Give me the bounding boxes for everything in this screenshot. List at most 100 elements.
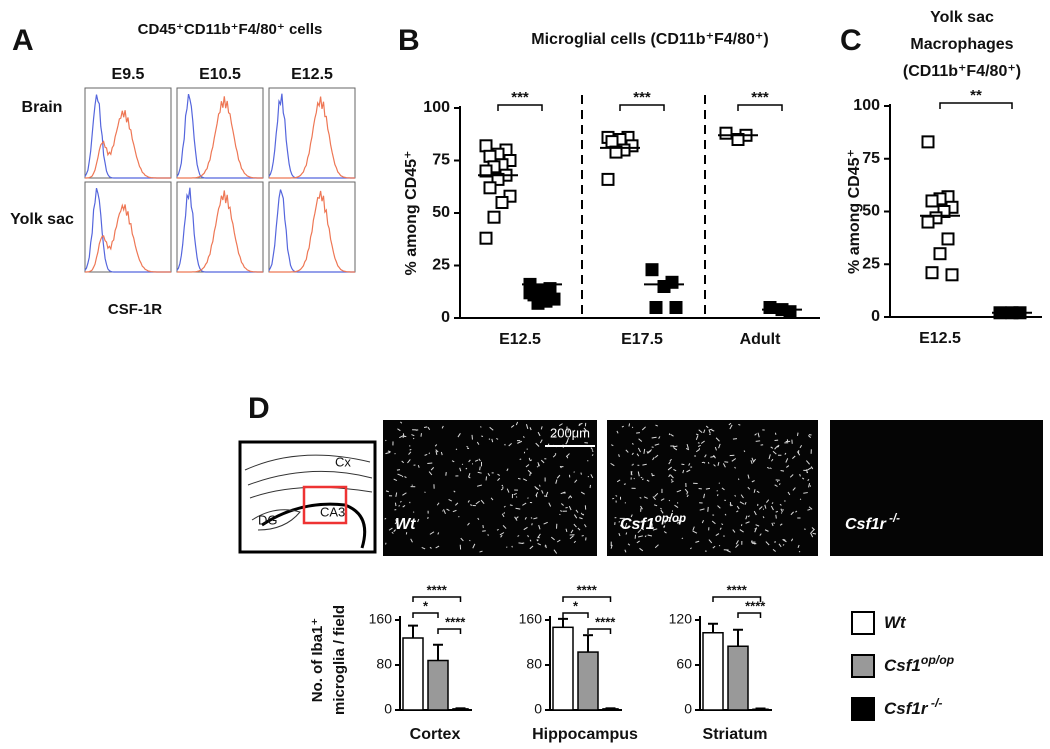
speckle xyxy=(668,517,671,523)
significance-bracket xyxy=(437,628,462,634)
panel-label: A xyxy=(12,24,34,57)
column-label: E10.5 xyxy=(199,66,241,83)
genotype-superscript: op/op xyxy=(655,513,686,525)
speckle xyxy=(807,508,811,511)
speckle xyxy=(421,547,426,550)
speckle xyxy=(394,520,398,525)
speckle xyxy=(668,474,671,478)
speckle xyxy=(429,531,435,535)
speckle xyxy=(539,439,543,444)
speckle xyxy=(712,545,716,549)
genotype-name: Wt xyxy=(884,613,907,632)
speckle xyxy=(647,450,651,454)
speckle xyxy=(641,478,644,481)
speckle xyxy=(673,468,677,472)
speckle xyxy=(780,512,783,514)
speckle xyxy=(740,494,744,499)
speckle xyxy=(385,439,387,442)
speckle xyxy=(796,432,799,436)
speckle xyxy=(752,458,757,463)
speckle xyxy=(673,447,678,451)
speckle xyxy=(529,545,534,550)
speckle xyxy=(477,471,482,474)
speckle xyxy=(618,520,620,523)
speckle xyxy=(703,461,706,464)
speckle xyxy=(496,528,499,531)
speckle xyxy=(662,525,666,528)
speckle xyxy=(525,424,529,430)
significance-bracket xyxy=(737,612,762,618)
speckle xyxy=(583,427,588,432)
speckle xyxy=(508,443,512,447)
significance-bracket xyxy=(562,596,612,602)
speckle xyxy=(529,427,532,431)
speckle xyxy=(701,520,704,524)
speckle xyxy=(692,526,695,531)
speckle xyxy=(775,510,779,513)
open-square xyxy=(925,266,939,280)
speckle xyxy=(410,538,413,543)
speckle xyxy=(417,518,420,523)
speckle xyxy=(469,504,473,506)
speckle xyxy=(684,488,689,493)
filled-square xyxy=(657,280,671,293)
genotype-label: Csf1r -/- xyxy=(884,696,942,718)
open-square xyxy=(479,164,493,178)
significance-label: *** xyxy=(511,89,529,106)
speckle xyxy=(785,458,789,463)
speckle xyxy=(692,530,698,534)
speckle xyxy=(618,454,620,457)
speckle xyxy=(412,437,415,440)
speckle xyxy=(552,454,557,458)
speckle xyxy=(708,539,713,544)
speckle xyxy=(652,496,656,500)
speckle xyxy=(518,542,524,544)
genotype-name: Csf1r xyxy=(845,516,887,533)
speckle xyxy=(774,446,777,450)
schematic-frame xyxy=(238,440,377,554)
speckle xyxy=(658,436,661,439)
speckle xyxy=(775,514,777,519)
speckle xyxy=(754,528,756,530)
speckle xyxy=(420,433,422,437)
histogram-red xyxy=(269,96,355,179)
speckle xyxy=(799,473,801,477)
open-square xyxy=(601,172,615,186)
y-tick-label: 160 xyxy=(369,611,393,627)
speckle xyxy=(475,500,480,505)
significance-label: **** xyxy=(427,582,448,597)
open-square xyxy=(719,126,733,140)
speckle xyxy=(737,478,740,481)
speckle xyxy=(700,440,705,444)
speckle xyxy=(744,502,747,505)
speckle xyxy=(411,434,415,437)
speckle xyxy=(514,516,518,521)
speckle xyxy=(401,460,405,464)
speckle xyxy=(480,426,482,428)
genotype-label: Wt xyxy=(884,613,907,632)
speckle xyxy=(803,492,808,494)
speckle xyxy=(528,457,531,461)
significance-label: **** xyxy=(745,598,766,613)
bar xyxy=(702,632,724,711)
open-square xyxy=(483,181,497,195)
speckle xyxy=(681,463,685,466)
speckle xyxy=(644,535,647,538)
speckle xyxy=(524,517,527,520)
filled-square xyxy=(645,263,659,277)
speckle xyxy=(654,492,659,498)
column-label: E12.5 xyxy=(291,66,333,83)
y-tick-label: 0 xyxy=(441,309,450,326)
speckle xyxy=(747,486,751,490)
speckle xyxy=(396,469,401,471)
speckle xyxy=(786,465,790,468)
significance-bracket xyxy=(497,104,543,111)
y-tick-label: 80 xyxy=(376,656,392,672)
speckle xyxy=(707,462,710,464)
speckle xyxy=(503,512,506,515)
bar xyxy=(752,708,769,711)
speckle xyxy=(745,515,748,520)
panel-label: D xyxy=(248,392,270,425)
speckle xyxy=(776,480,779,483)
speckle xyxy=(435,449,439,453)
